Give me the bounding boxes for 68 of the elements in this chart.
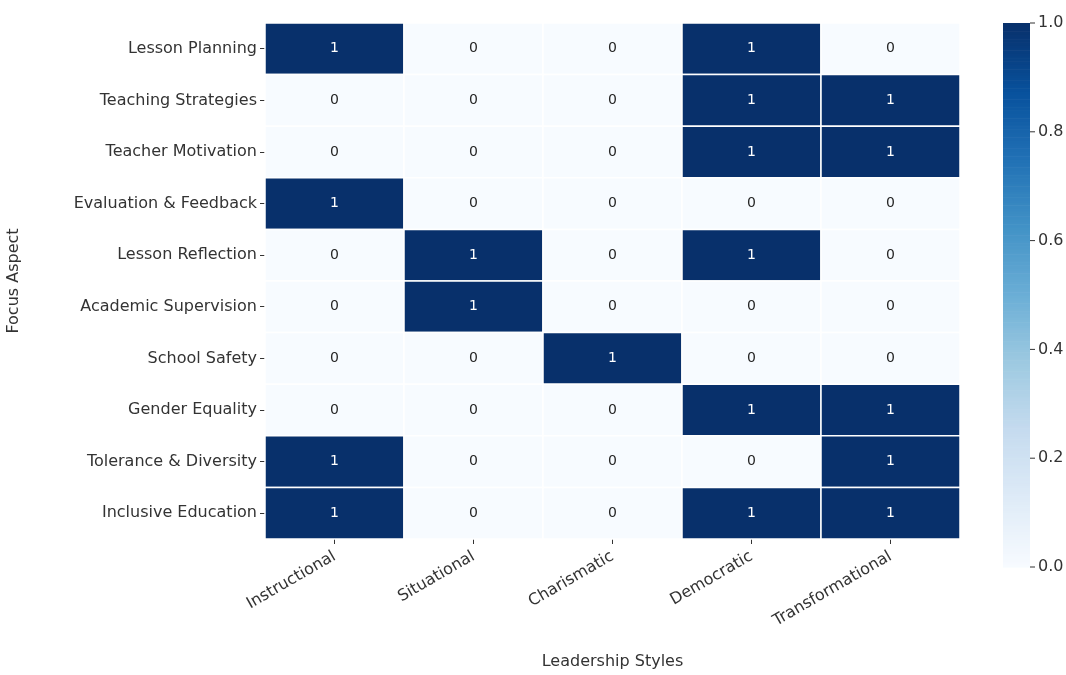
color-bar-label: 0.2 [1038, 447, 1064, 467]
data-label: 0 [608, 297, 617, 314]
data-label: 1 [886, 452, 895, 469]
data-label: 0 [469, 349, 478, 366]
data-label: 0 [469, 400, 478, 417]
data-label: 1 [608, 349, 617, 366]
data-label: 1 [747, 39, 756, 56]
data-label: 1 [330, 452, 339, 469]
data-label: 0 [330, 349, 339, 366]
color-bar-label: 0.6 [1038, 229, 1064, 249]
data-label: 0 [886, 245, 895, 262]
data-label: 0 [469, 39, 478, 56]
data-label: 0 [330, 142, 339, 159]
data-label: 0 [469, 452, 478, 469]
y-tick-label: Inclusive Education [101, 502, 257, 522]
data-label: 1 [330, 194, 339, 211]
data-label: 1 [747, 503, 756, 520]
y-tick-label: Evaluation & Feedback [73, 192, 258, 212]
data-label: 0 [747, 297, 756, 314]
y-tick-label: Tolerance & Diversity [85, 450, 257, 470]
data-label: 0 [330, 91, 339, 108]
data-label: 1 [886, 91, 895, 108]
data-label: 0 [469, 91, 478, 108]
data-label: 0 [608, 400, 617, 417]
data-label: 0 [608, 142, 617, 159]
data-label: 1 [747, 91, 756, 108]
data-label: 0 [747, 194, 756, 211]
data-label: 1 [886, 142, 895, 159]
data-label: 0 [330, 400, 339, 417]
color-bar-label: 0.8 [1038, 120, 1064, 140]
y-tick-label: Teaching Strategies [98, 89, 257, 109]
data-label: 0 [469, 503, 478, 520]
data-label: 0 [330, 297, 339, 314]
color-bar-label: 0.4 [1038, 338, 1064, 358]
data-label: 0 [330, 245, 339, 262]
y-axis-title: Focus Aspect [2, 228, 22, 334]
data-label: 1 [886, 400, 895, 417]
data-label: 0 [469, 142, 478, 159]
data-label: 0 [886, 194, 895, 211]
color-bar-label: 0.0 [1038, 556, 1064, 576]
x-axis-title: Leadership Styles [541, 650, 684, 670]
data-label: 1 [330, 503, 339, 520]
color-bar-label: 1.0 [1038, 12, 1064, 32]
data-label: 0 [608, 452, 617, 469]
data-label: 1 [747, 142, 756, 159]
y-tick-label: Lesson Planning [127, 37, 257, 57]
data-label: 1 [330, 39, 339, 56]
data-label: 1 [469, 245, 478, 262]
data-label: 0 [469, 194, 478, 211]
y-tick-label: Lesson Reflection [117, 244, 257, 264]
data-label: 0 [608, 39, 617, 56]
data-label: 0 [608, 503, 617, 520]
y-tick-label: Gender Equality [128, 399, 257, 419]
data-label: 1 [747, 245, 756, 262]
data-label: 1 [747, 400, 756, 417]
data-label: 0 [608, 91, 617, 108]
data-label: 0 [886, 349, 895, 366]
data-label: 0 [886, 39, 895, 56]
data-label: 0 [608, 194, 617, 211]
data-label: 1 [886, 503, 895, 520]
y-tick-label: Academic Supervision [80, 295, 257, 315]
data-label: 0 [886, 297, 895, 314]
data-label: 0 [747, 452, 756, 469]
y-tick-label: School Safety [147, 347, 257, 367]
data-label: 1 [469, 297, 478, 314]
data-label: 0 [747, 349, 756, 366]
y-tick-label: Teacher Motivation [104, 141, 257, 161]
data-label: 0 [608, 245, 617, 262]
